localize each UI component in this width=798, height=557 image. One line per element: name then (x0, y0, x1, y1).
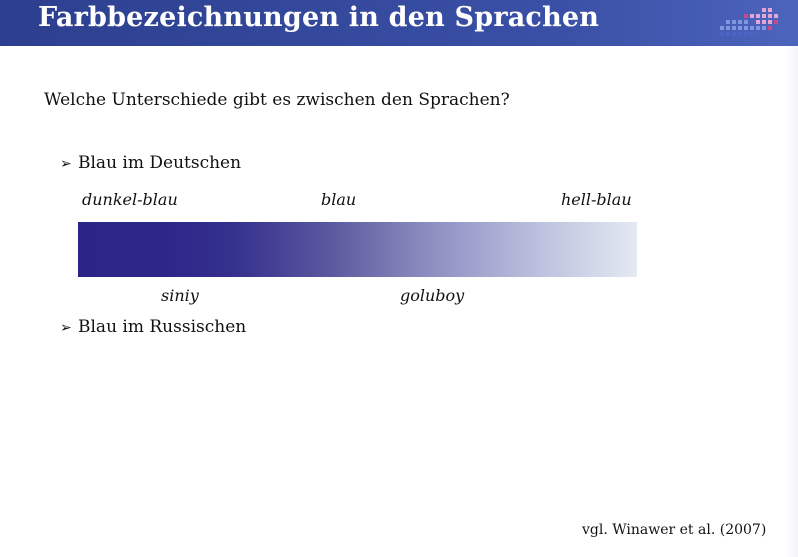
header-bar: Farbbezeichnungen in den Sprachen (0, 0, 798, 46)
right-edge-shade (786, 46, 798, 557)
term-dunkel-blau: dunkel-blau (82, 190, 178, 209)
term-hell-blau: hell-blau (561, 190, 632, 209)
dot-grid-logo-icon (720, 8, 778, 36)
arrowhead-right-icon: ➢ (60, 320, 72, 336)
blue-gradient-bar (78, 222, 637, 277)
bullet-russian: ➢ Blau im Russischen (60, 317, 246, 337)
bullet-german-label: Blau im Deutschen (78, 153, 242, 173)
bullet-russian-label: Blau im Russischen (78, 317, 247, 337)
question-text: Welche Unterschiede gibt es zwischen den… (44, 90, 510, 110)
term-siniy: siniy (161, 286, 199, 305)
bullet-german: ➢ Blau im Deutschen (60, 153, 241, 173)
term-goluboy: goluboy (400, 286, 465, 305)
citation: vgl. Winawer et al. (2007) (582, 522, 767, 538)
term-blau: blau (321, 190, 357, 209)
slide-title: Farbbezeichnungen in den Sprachen (38, 2, 600, 33)
arrowhead-right-icon: ➢ (60, 156, 72, 172)
